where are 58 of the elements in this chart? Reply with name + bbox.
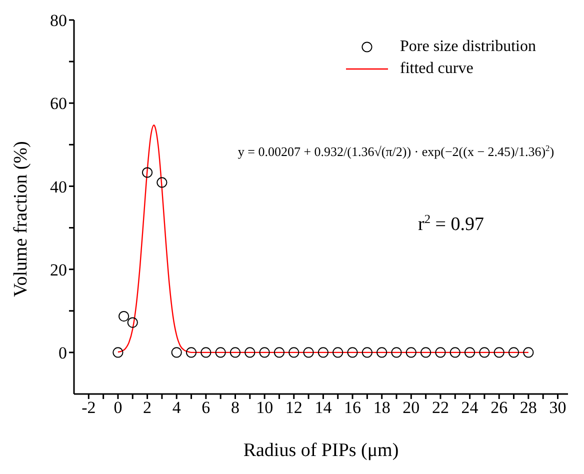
- x-tick-label: 10: [256, 398, 274, 418]
- point: [464, 347, 476, 358]
- point: [112, 347, 124, 358]
- y-tick-label: 80: [50, 11, 67, 30]
- x-axis-title: Radius of PIPs (μm): [243, 440, 399, 461]
- legend-label: fitted curve: [400, 59, 474, 79]
- x-tick-label: 14: [314, 398, 332, 418]
- point: [406, 347, 416, 358]
- y-tick-label: 0: [58, 343, 67, 362]
- point: [303, 347, 314, 358]
- x-tick-label: 24: [461, 398, 479, 418]
- x-tick-label: 6: [202, 398, 210, 418]
- x-tick-label: -2: [82, 398, 96, 418]
- legend-label: Pore size distribution: [400, 37, 536, 57]
- point: [420, 347, 432, 358]
- point: [376, 347, 388, 358]
- point: [259, 347, 270, 358]
- point: [142, 167, 153, 178]
- point: [318, 347, 328, 358]
- point: [171, 347, 182, 358]
- point: [347, 347, 358, 358]
- point: [362, 347, 372, 358]
- point: [186, 347, 197, 358]
- x-tick-label: 0: [114, 398, 122, 418]
- x-tick-label: 2: [143, 398, 152, 418]
- y-tick-label: 40: [50, 177, 67, 196]
- point: [479, 347, 490, 358]
- x-tick-label: 4: [172, 398, 182, 418]
- point: [215, 347, 226, 358]
- y-tick-label: 20: [50, 260, 67, 280]
- y-tick-label: 60: [50, 94, 67, 114]
- point: [156, 177, 168, 188]
- annotation: y = 0.00207 + 0.932/(1.36√(π/2)) · exp(−2((x − 2.45)/1.36)$^{2}$): [238, 143, 554, 159]
- point: [391, 347, 402, 358]
- point: [508, 347, 520, 358]
- x-tick-label: 18: [373, 398, 390, 418]
- x-tick-label: 26: [490, 398, 508, 418]
- point: [274, 347, 285, 358]
- x-tick-label: 8: [230, 398, 240, 418]
- x-tick-label: 16: [344, 398, 362, 418]
- x-tick-label: 20: [402, 398, 420, 418]
- point: [230, 347, 241, 358]
- x-tick-label: 12: [285, 398, 302, 418]
- x-tick-label: 28: [520, 398, 537, 418]
- point: [200, 347, 212, 358]
- y-axis-title: Volume fraction (%): [10, 141, 32, 297]
- point: [523, 347, 534, 358]
- point: [244, 347, 256, 358]
- point: [127, 317, 138, 328]
- annotation: r$^{2}$ = 0.97: [418, 212, 484, 235]
- point: [450, 347, 460, 358]
- point: [118, 310, 130, 322]
- point: [288, 347, 300, 358]
- point: [332, 347, 344, 358]
- point: [494, 347, 504, 358]
- x-tick-label: 22: [432, 398, 449, 418]
- x-tick-label: 30: [549, 398, 566, 418]
- point: [435, 347, 446, 358]
